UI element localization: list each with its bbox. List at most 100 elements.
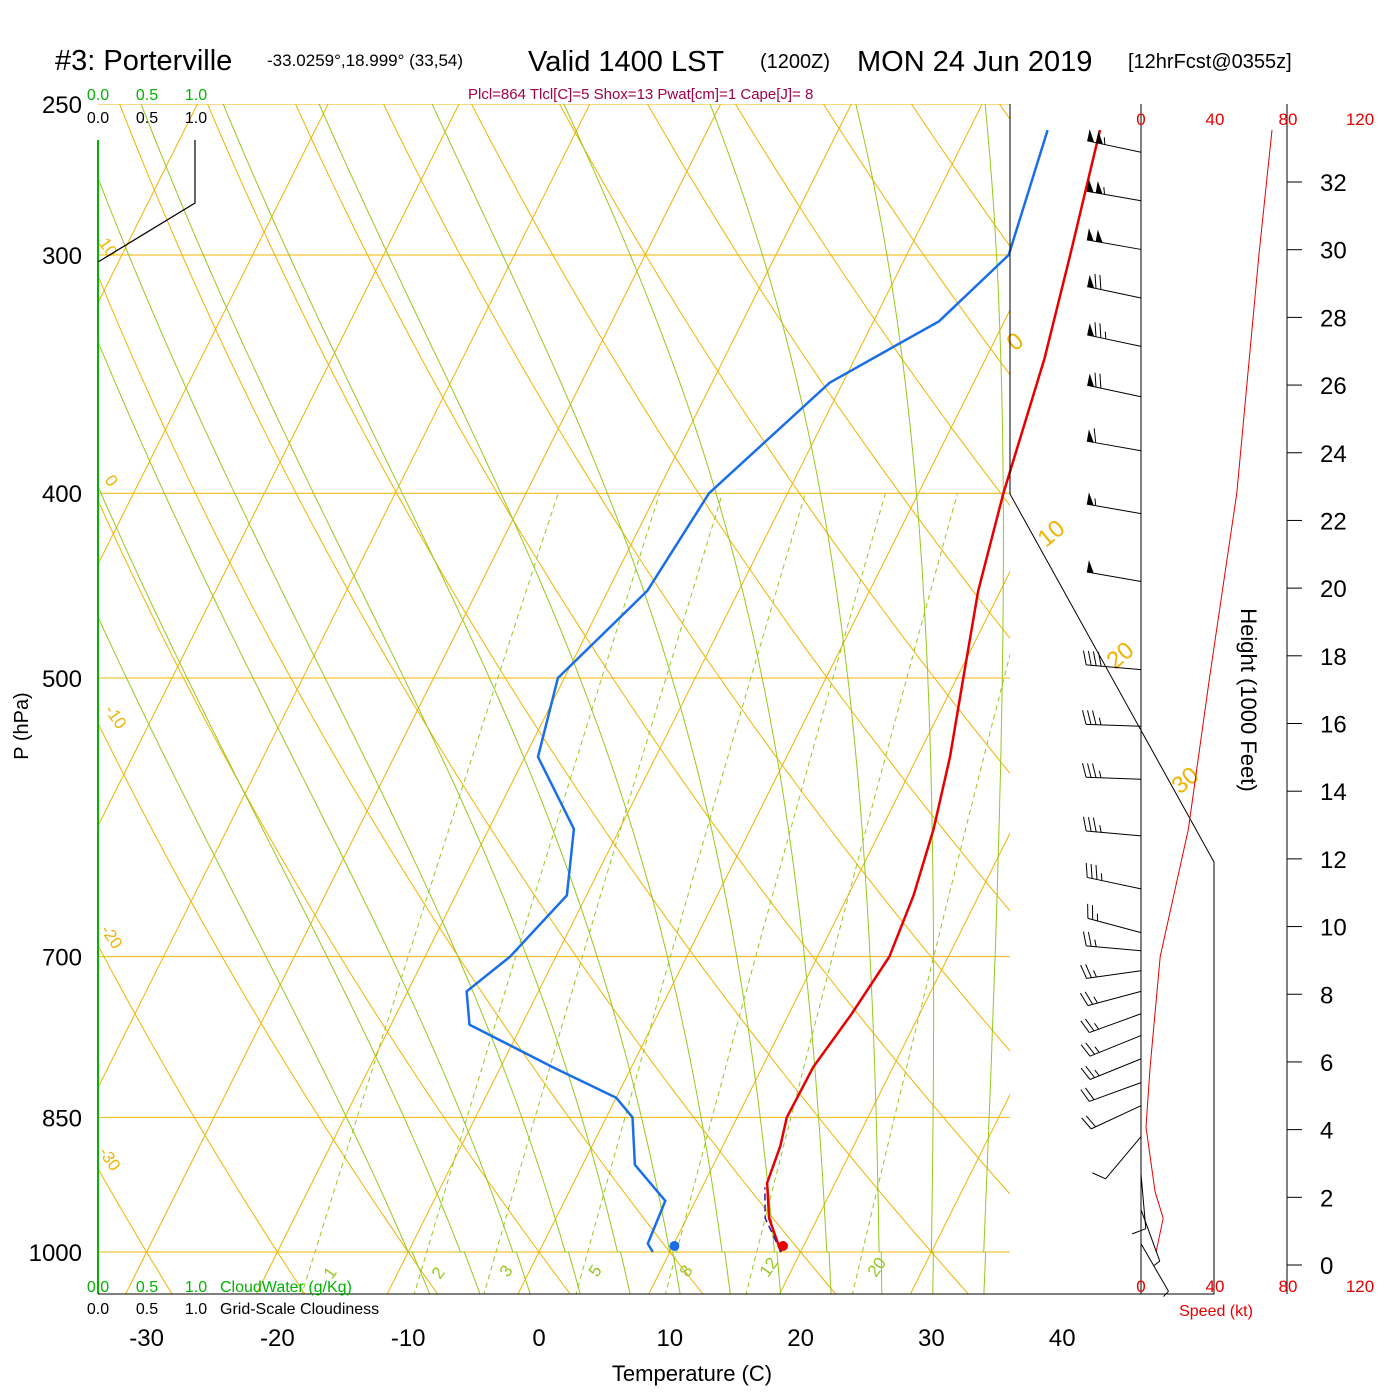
wind-barb-staff xyxy=(1140,1243,1169,1292)
wind-barb-full xyxy=(1080,964,1087,979)
height-tick-label: 0 xyxy=(1320,1253,1333,1280)
wind-barb xyxy=(1082,763,1142,780)
wind-barb-staff xyxy=(1140,1209,1161,1262)
wind-barb-staff xyxy=(1086,776,1142,780)
wind-barb-full xyxy=(1094,372,1097,388)
wind-barb-half xyxy=(1093,996,1098,1004)
wind-barb-full xyxy=(1092,763,1097,778)
mixing-ratio-line xyxy=(851,652,1010,1294)
height-tick-label: 10 xyxy=(1320,915,1347,942)
wind-barb-staff xyxy=(1086,664,1142,671)
wind-barb xyxy=(1082,710,1142,727)
moist-adiabat-line xyxy=(774,1251,782,1294)
speed-tick: 120 xyxy=(1346,110,1374,129)
wind-barb-staff xyxy=(1087,917,1142,934)
pressure-tick-label: 500 xyxy=(42,666,82,693)
wind-barb xyxy=(1087,129,1142,153)
moist-adiabat-line xyxy=(669,1251,681,1294)
wind-barb xyxy=(1140,1209,1161,1266)
wind-barb xyxy=(1082,816,1142,837)
height-tick-label: 32 xyxy=(1320,170,1347,197)
dry-adiabat-line xyxy=(382,104,1010,1052)
mixing-ratio-label: 3 xyxy=(496,1262,517,1281)
cloud-water-tick: 0.5 xyxy=(136,1279,158,1296)
y-axis-title: P (hPa) xyxy=(11,692,33,759)
wind-barb-full xyxy=(1092,710,1097,725)
wind-barb-full xyxy=(1087,710,1092,725)
mixing-ratio-line xyxy=(745,493,958,1294)
height-tick-label: 20 xyxy=(1320,576,1347,603)
moist-adiabat-line xyxy=(931,1251,934,1294)
mixing-ratio-label: 5 xyxy=(585,1262,606,1281)
height-tick-label: 4 xyxy=(1320,1118,1333,1145)
wind-barb-flag xyxy=(1087,274,1095,289)
mixing-ratio-line xyxy=(575,493,806,1294)
wind-barb-flag xyxy=(1087,129,1095,143)
height-tick-label: 8 xyxy=(1320,982,1333,1009)
wind-barb-staff xyxy=(1087,384,1142,398)
wind-barb-full xyxy=(1095,864,1098,880)
cloudiness-profile xyxy=(97,140,196,263)
wind-barb xyxy=(1080,1035,1142,1057)
pressure-tick-label: 400 xyxy=(42,481,82,508)
dry-adiabat-line xyxy=(646,104,1010,640)
wind-barb-full xyxy=(1080,1089,1090,1102)
wind-barb xyxy=(1086,428,1142,452)
wind-barb-full xyxy=(1085,862,1088,878)
wind-barb-full xyxy=(1094,322,1097,337)
wind-barb-half xyxy=(1094,1046,1100,1053)
cloud-water-tick: 1.0 xyxy=(185,87,207,104)
background-grid xyxy=(98,70,1400,1331)
dry-adiabat-line xyxy=(558,104,1010,775)
cloudiness-tick: 0.0 xyxy=(87,1301,109,1318)
forecast-info: [12hrFcst@0355z] xyxy=(1128,51,1292,73)
wind-barb-half xyxy=(1094,1069,1100,1077)
wind-barb xyxy=(1086,492,1142,515)
wind-barb-flag xyxy=(1095,180,1103,195)
moist-adiabat-line xyxy=(722,1251,731,1294)
dry-adiabat-line xyxy=(206,104,969,1294)
moist-adiabat-line xyxy=(431,104,775,1253)
wind-barb-full xyxy=(1099,274,1102,290)
pressure-tick-label: 250 xyxy=(42,92,82,119)
moist-adiabat-line xyxy=(855,104,935,1253)
wind-barb-half xyxy=(1094,939,1097,947)
speed-tick: 40 xyxy=(1206,1277,1225,1296)
dry-adiabat-line xyxy=(1150,70,1400,1331)
dry-adiabat-line xyxy=(98,499,571,1294)
pressure-tick-label: 1000 xyxy=(29,1240,82,1267)
wind-barb-full xyxy=(1092,1172,1106,1180)
wind-barb-staff xyxy=(1089,1013,1142,1034)
speed-tick: 120 xyxy=(1346,1277,1374,1296)
height-tick-label: 22 xyxy=(1320,508,1347,535)
wind-barb xyxy=(1082,931,1142,952)
cloudiness-tick: 1.0 xyxy=(185,110,207,127)
speed-tick: 80 xyxy=(1279,1277,1298,1296)
moist-adiabat-line xyxy=(408,1251,431,1294)
height-tick-label: 12 xyxy=(1320,847,1347,874)
height-axis-title: Height (1000 Feet) xyxy=(1236,608,1261,791)
speed-axis-title: Speed (kt) xyxy=(1179,1303,1253,1320)
wind-barb xyxy=(1140,1243,1169,1297)
wind-barb-staff xyxy=(1086,571,1142,582)
station-coords: -33.0259°,18.999° (33,54) xyxy=(267,51,463,70)
wind-barb-half xyxy=(1104,331,1107,339)
dry-adiabat-line xyxy=(822,104,1010,376)
temperature-line xyxy=(765,129,1102,1253)
moist-adiabat-line xyxy=(98,176,566,1253)
moist-adiabat-line xyxy=(460,1251,481,1294)
isotherm-line xyxy=(386,104,983,1294)
moist-adiabat-line xyxy=(983,1251,987,1294)
temperature-tick-label: 10 xyxy=(656,1325,683,1352)
speed-tick: 80 xyxy=(1279,110,1298,129)
wind-barb-flag xyxy=(1087,373,1095,387)
wind-barb-full xyxy=(1082,931,1087,947)
moist-adiabat-line xyxy=(1033,1252,1038,1331)
height-tick-label: 26 xyxy=(1320,373,1347,400)
zulu-time: (1200Z) xyxy=(760,51,830,73)
cloudiness-tick: 1.0 xyxy=(185,1301,207,1318)
wind-barb xyxy=(1085,862,1142,890)
moist-adiabat-line xyxy=(565,1251,581,1294)
dry-adiabat-line xyxy=(734,104,1010,507)
wind-barb-full xyxy=(1085,1115,1097,1128)
